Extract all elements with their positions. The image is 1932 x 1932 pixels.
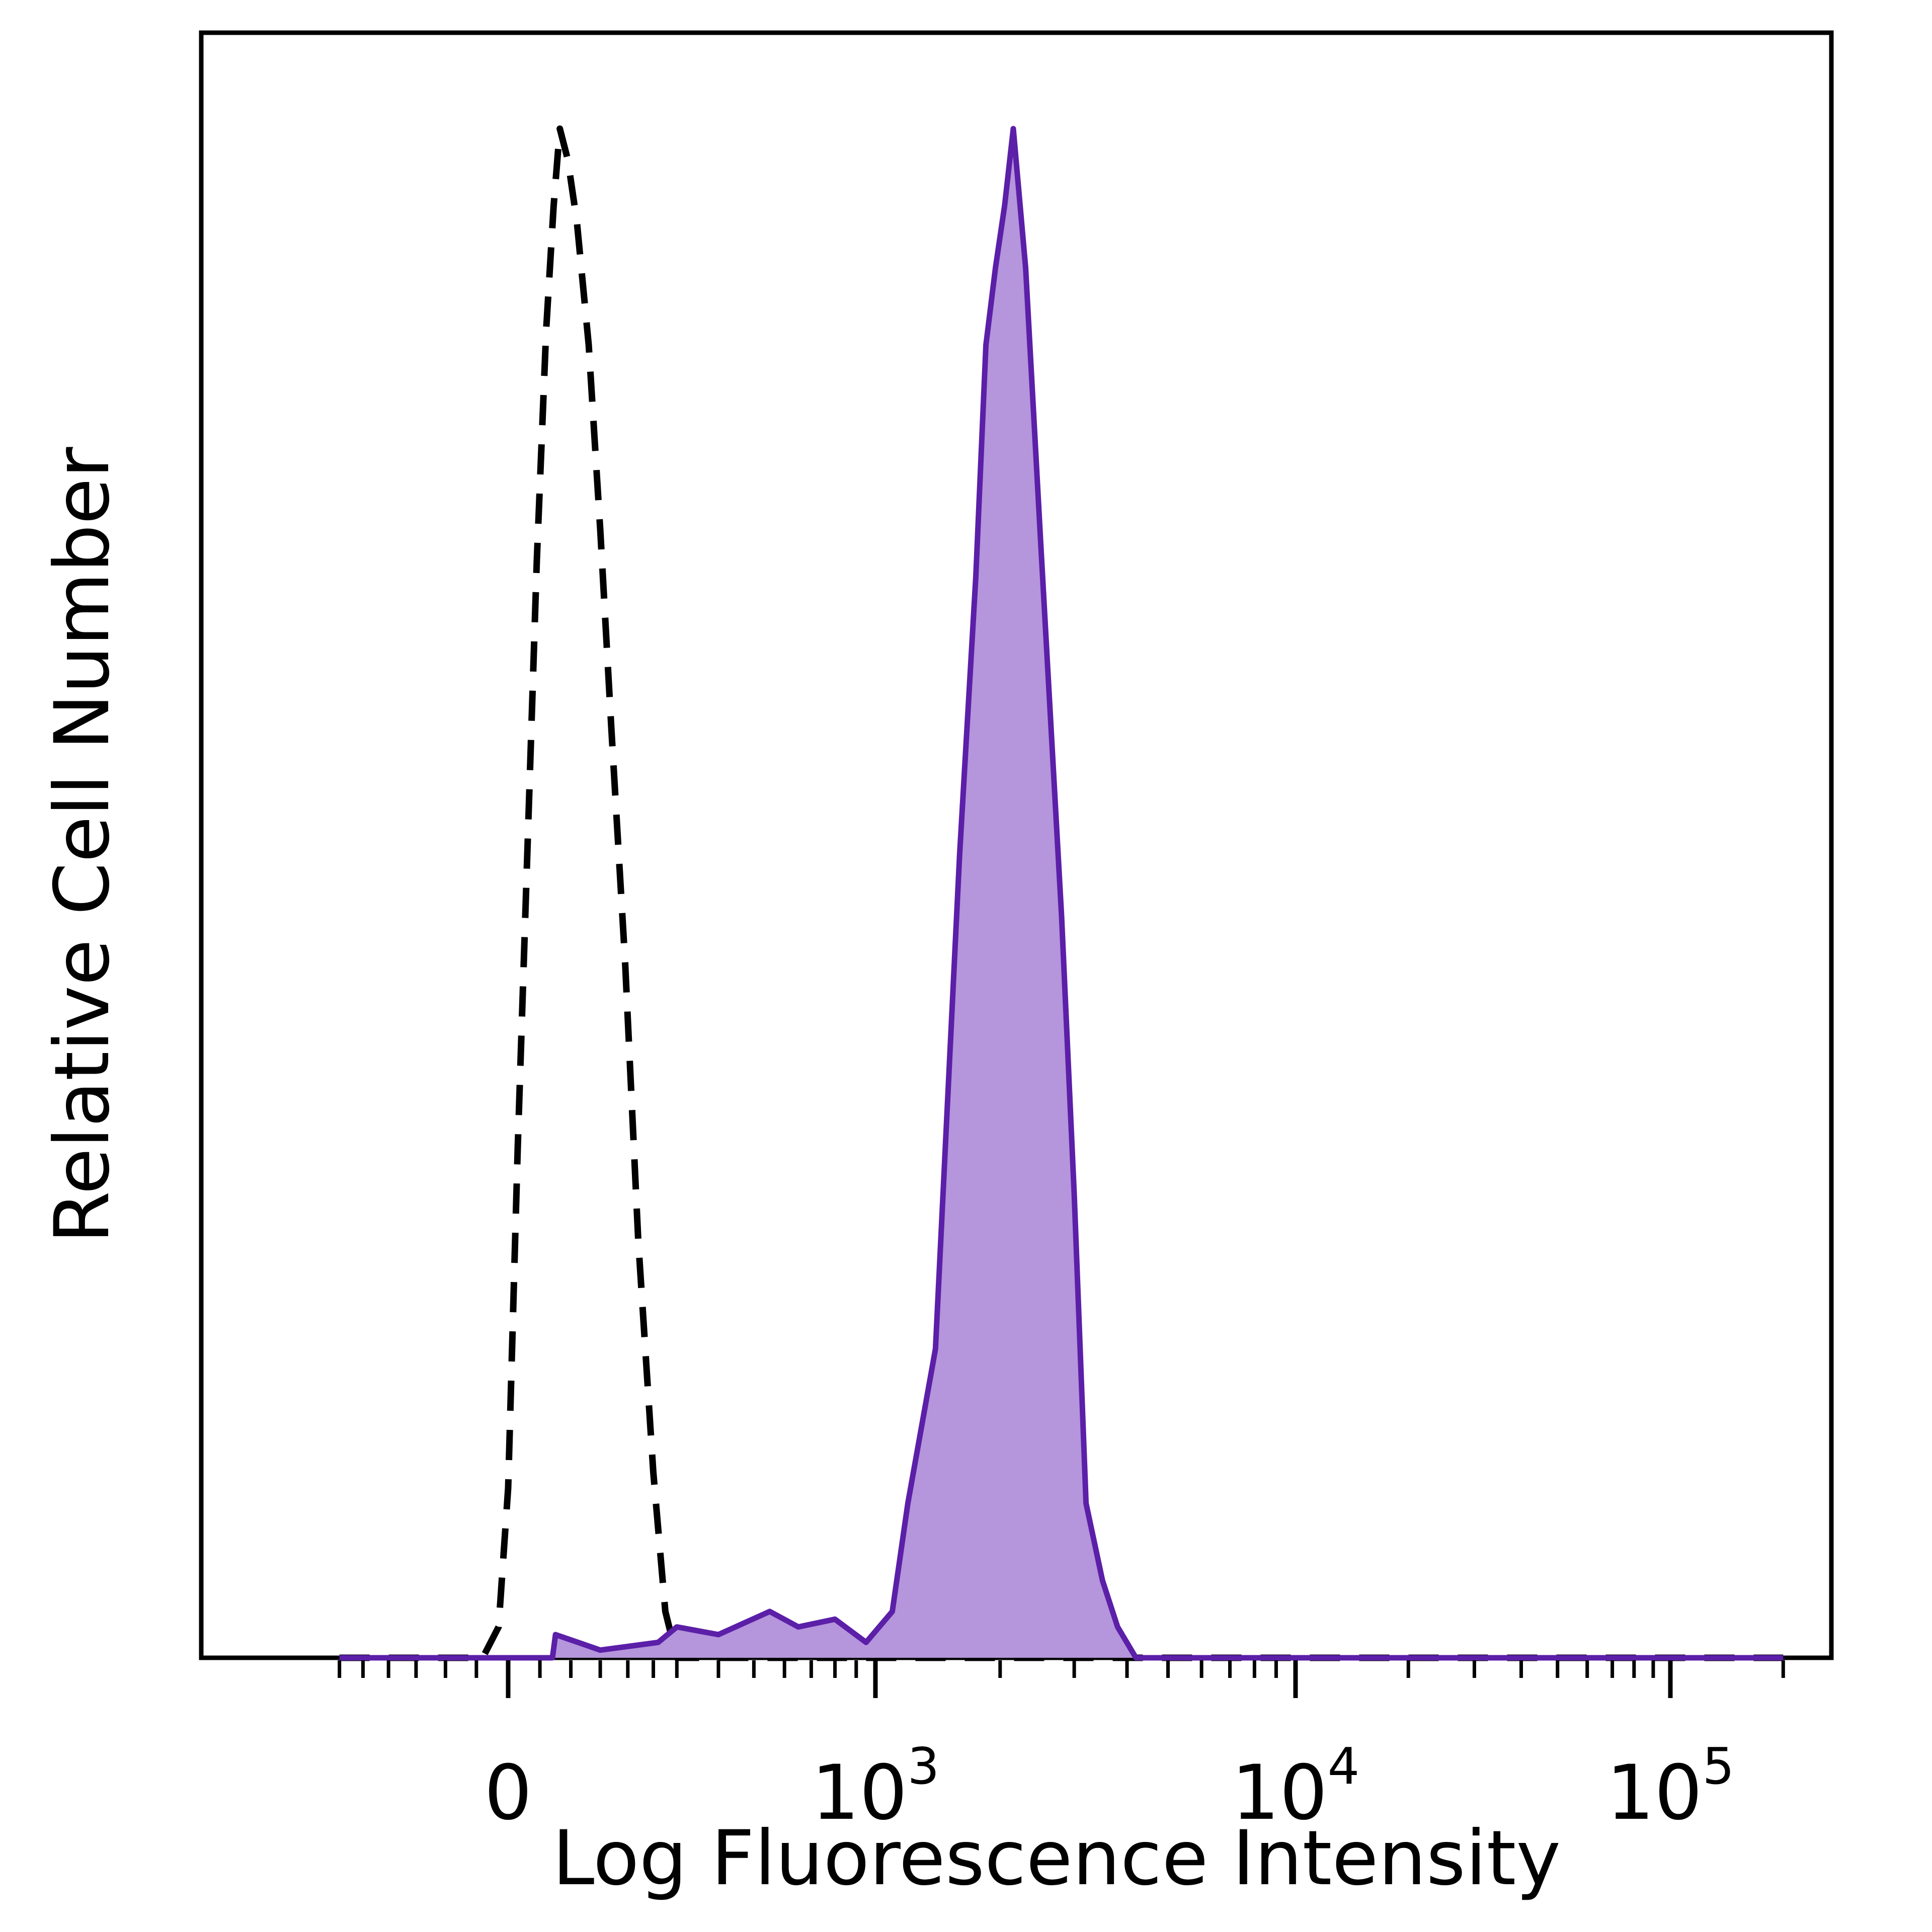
series-1-area [339,128,1784,1658]
x-axis-ticks: 0 103 104 105 [338,1660,1785,1837]
x-axis-title: Log Fluorescence Intensity [552,1815,1561,1902]
plot-marks [339,125,1784,1661]
x-tick-label: 0 [484,1749,532,1837]
y-axis-title: Relative Cell Number [39,447,126,1244]
series-1-line [339,126,1784,1661]
x-tick-label: 103 [812,1737,940,1837]
x-tick-label: 105 [1606,1737,1735,1837]
x-tick-label: 104 [1232,1737,1360,1837]
